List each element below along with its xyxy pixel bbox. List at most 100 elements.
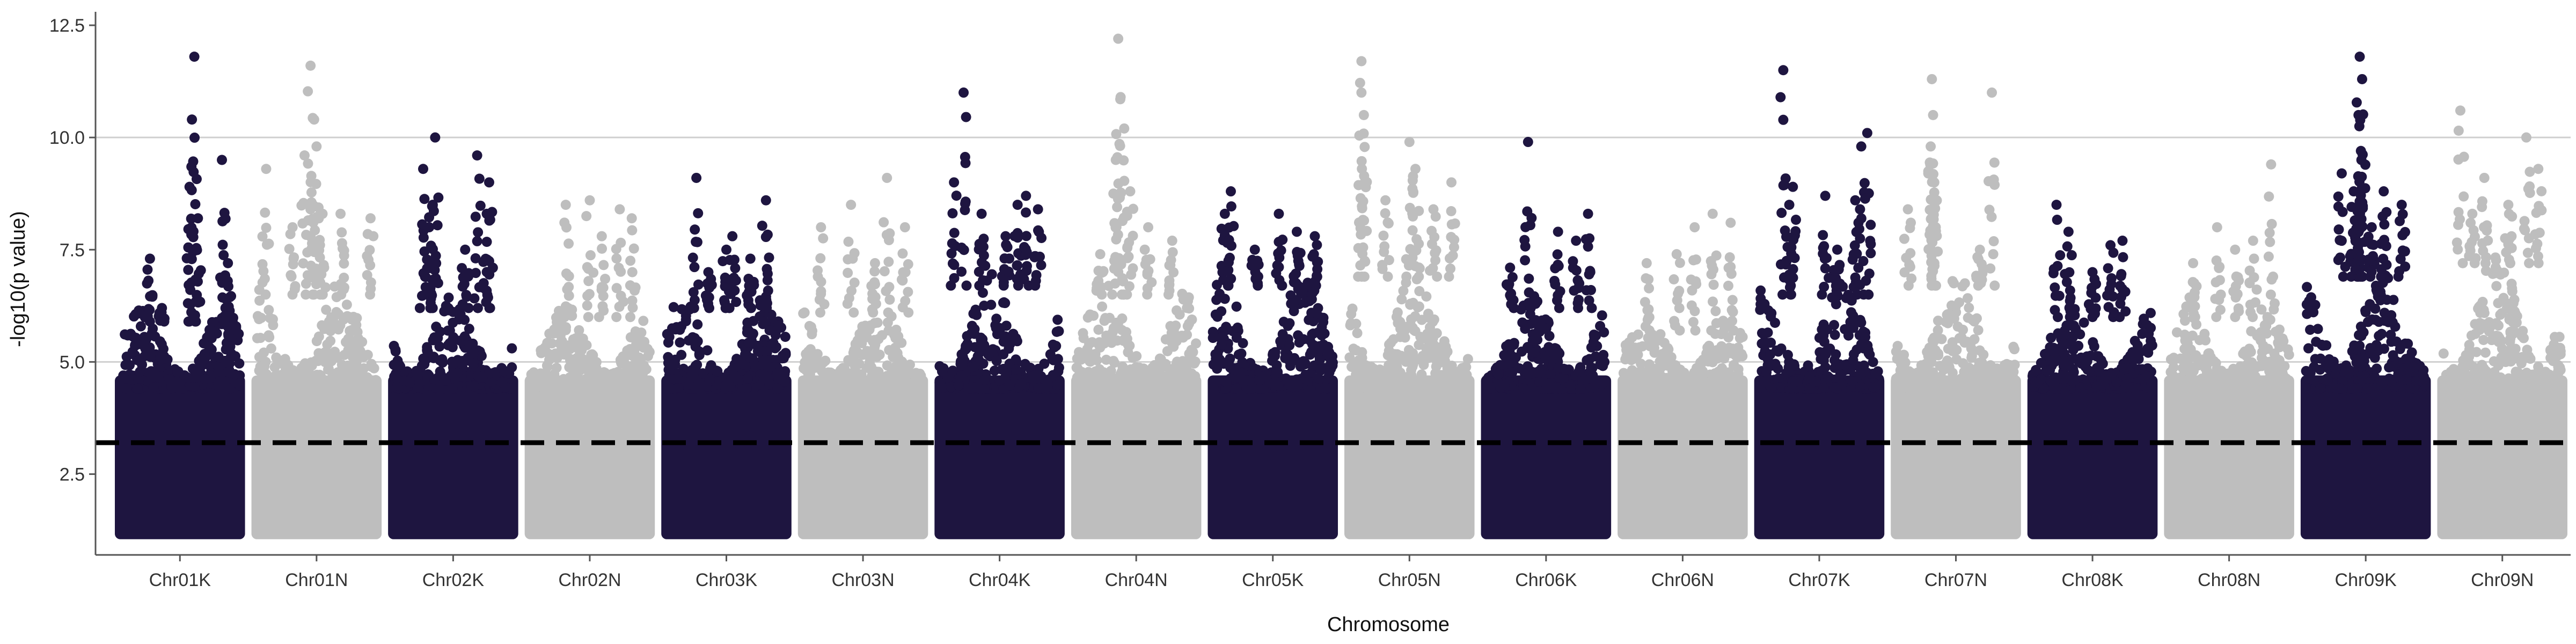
- peak-point-Chr02N-2: [614, 204, 625, 215]
- point: [438, 383, 449, 394]
- point: [1986, 361, 1996, 371]
- peak-point-Chr07N-5: [1974, 244, 1985, 255]
- point: [1926, 357, 1937, 368]
- point: [1093, 324, 1104, 335]
- point: [1868, 382, 1878, 392]
- point: [1501, 279, 1512, 290]
- point: [1108, 188, 1119, 199]
- point: [1689, 374, 1700, 384]
- point: [883, 257, 894, 267]
- point: [1926, 274, 1937, 284]
- point: [448, 317, 458, 328]
- point: [772, 383, 783, 394]
- point: [590, 383, 601, 394]
- point: [1788, 273, 1798, 283]
- peak-point-Chr04N-5: [1143, 222, 1154, 232]
- peak-point-Chr01N-0: [261, 164, 272, 174]
- point: [914, 380, 925, 391]
- point: [1723, 367, 1734, 378]
- point: [729, 285, 740, 296]
- point: [1122, 241, 1133, 252]
- point: [2146, 323, 2156, 333]
- point: [313, 331, 324, 342]
- point: [1378, 230, 1389, 241]
- peak-point-Chr01N-3: [311, 141, 322, 152]
- point: [339, 258, 349, 269]
- point: [335, 320, 346, 331]
- point: [1208, 333, 1218, 343]
- point: [189, 310, 200, 320]
- point: [1930, 226, 1941, 237]
- point: [1778, 114, 1789, 125]
- point: [583, 276, 594, 287]
- point: [457, 263, 467, 274]
- point: [1817, 324, 1827, 335]
- point: [1999, 360, 2010, 370]
- point: [1620, 340, 1631, 350]
- point: [1318, 317, 1329, 327]
- point: [457, 299, 468, 310]
- point: [1049, 342, 1060, 353]
- point: [1690, 254, 1701, 265]
- point: [257, 259, 268, 269]
- point: [1524, 273, 1534, 284]
- point: [1855, 233, 1865, 244]
- point: [219, 355, 230, 366]
- point: [2125, 350, 2135, 361]
- point: [2101, 371, 2111, 382]
- point: [461, 290, 472, 301]
- point: [475, 200, 486, 211]
- point: [760, 232, 771, 243]
- point: [2048, 264, 2059, 274]
- series-Chr01N: [251, 60, 382, 539]
- point: [1255, 384, 1265, 394]
- point: [324, 316, 334, 327]
- point: [447, 383, 458, 394]
- peak-point-Chr02K-2: [427, 200, 438, 210]
- point: [2137, 328, 2148, 339]
- point: [1775, 92, 1786, 103]
- point: [737, 383, 748, 393]
- point: [764, 379, 775, 390]
- point: [1532, 327, 1543, 338]
- point: [561, 268, 572, 279]
- point: [1829, 274, 1840, 284]
- peak-point-Chr01K-4: [193, 213, 203, 224]
- point: [664, 332, 675, 342]
- point: [1034, 383, 1044, 393]
- point: [473, 227, 484, 238]
- point: [687, 252, 698, 263]
- point: [1597, 310, 1607, 321]
- point: [1284, 379, 1295, 390]
- point: [254, 380, 265, 391]
- point: [389, 341, 399, 352]
- point: [290, 281, 301, 291]
- peak-point-Chr03K-2: [727, 231, 738, 241]
- point: [1078, 328, 1088, 339]
- point: [1450, 218, 1460, 229]
- point: [828, 382, 838, 393]
- point: [1587, 362, 1598, 373]
- peak-point-Chr07K-5: [1856, 141, 1867, 152]
- point: [1856, 317, 1867, 328]
- point: [1428, 317, 1438, 327]
- point: [1962, 293, 1973, 304]
- point: [280, 382, 290, 392]
- point: [303, 158, 313, 169]
- point: [1948, 346, 1958, 356]
- point: [469, 348, 479, 358]
- point: [631, 339, 642, 349]
- peak-point-Chr05N-3: [1404, 137, 1415, 148]
- point: [1131, 351, 1142, 362]
- point: [1446, 232, 1457, 243]
- point: [433, 192, 444, 203]
- point: [642, 350, 653, 361]
- peak-point-Chr03N-3: [899, 222, 910, 232]
- point: [419, 246, 430, 257]
- point: [1574, 278, 1585, 289]
- point: [2050, 282, 2060, 293]
- point: [204, 330, 215, 340]
- point: [204, 342, 215, 353]
- points-dense-Chr08K: [2027, 375, 2158, 539]
- point: [900, 296, 911, 306]
